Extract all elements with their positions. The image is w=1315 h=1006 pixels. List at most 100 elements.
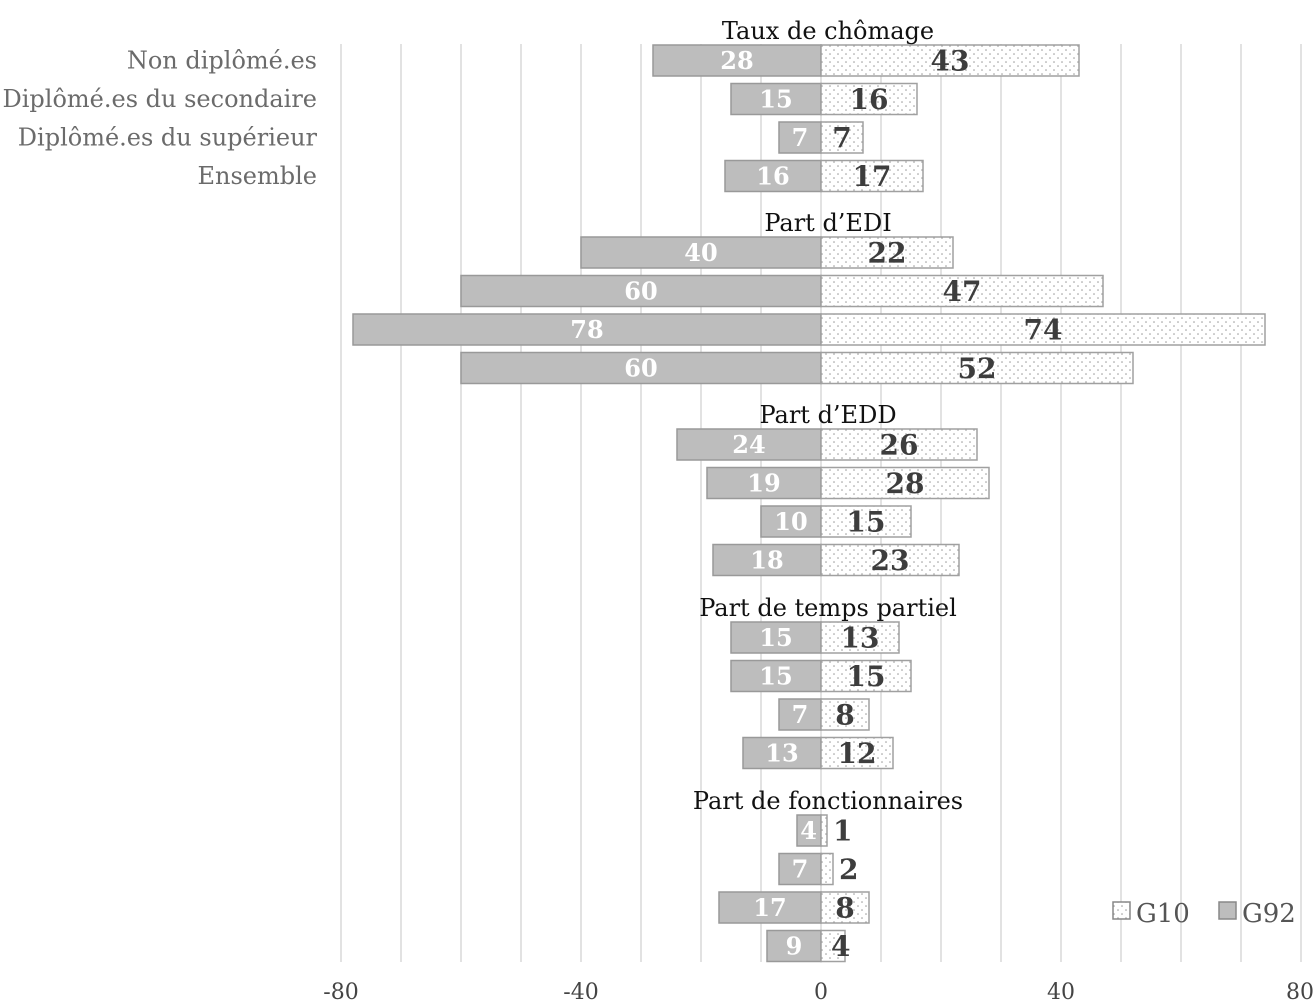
data-label-g10: 17 [853,160,892,193]
data-label-g92: 16 [756,162,789,191]
bar-g92 [706,466,822,500]
data-label-g10: 8 [835,892,854,925]
category-labels: Non diplômé.es Diplômé.es du secondaire Di… [3,47,318,191]
bar-g10 [820,505,912,538]
bar-g10 [820,159,924,193]
gridlines [340,44,1302,962]
group-title: Part d’EDD [759,401,896,429]
category-label: Diplômé.es du secondaire [3,85,317,113]
bar-g92 [718,891,822,924]
data-label-g92: 18 [750,546,783,575]
bar-g10 [820,351,1134,385]
data-label-g10: 47 [943,275,982,308]
x-tick-label: 40 [1047,980,1075,1005]
bar-g10 [820,698,870,731]
data-label-g10: 23 [871,544,910,577]
data-label-g92: 7 [792,123,809,152]
data-label-g92: 7 [792,700,809,729]
data-label-g92: 9 [786,932,803,961]
data-label-g10: 13 [841,622,880,655]
group-title: Part de temps partiel [699,594,957,622]
group-title: Part d’EDI [764,209,891,237]
bar-g10 [820,852,834,886]
data-label-g92: 7 [792,855,809,884]
data-label-g10: 15 [847,660,886,693]
data-label-g10: 15 [847,506,886,539]
data-label-g92: 40 [684,238,717,267]
legend-swatch-g92 [1218,901,1237,920]
legend-label-g92: G92 [1242,899,1296,929]
bar-g92 [730,82,822,116]
data-label-g92: 78 [570,315,603,344]
data-label-g92: 17 [753,893,786,922]
data-label-g10: 28 [886,467,925,500]
bar-g10 [820,814,828,847]
bar-g92 [796,814,822,847]
bar-g92 [766,929,822,963]
bar-g10 [820,929,846,963]
data-label-g92: 15 [759,85,792,114]
data-label-g92: 4 [800,816,817,845]
bar-g10 [820,313,1266,346]
legend-label-g10: G10 [1136,899,1190,929]
data-label-g92: 13 [765,739,798,768]
data-label-g10: 26 [880,429,919,462]
data-label-g92: 24 [732,430,765,459]
bar-g10 [820,274,1104,308]
data-label-g10: 8 [835,699,854,732]
bars [352,44,1266,963]
bar-g92 [730,659,822,693]
bar-g92 [760,505,822,538]
category-label: Non diplômé.es [127,47,317,75]
data-label-g10: 1 [833,815,852,848]
data-label-g10: 74 [1024,314,1063,347]
data-label-g92: 15 [759,623,792,652]
x-tick-label: 80 [1286,980,1314,1005]
data-label-g10: 52 [958,352,997,385]
bar-g10 [820,428,978,461]
bar-g10 [820,466,990,500]
legend-swatch-g10 [1112,901,1131,920]
bar-g92 [460,274,822,308]
bar-g10 [820,659,912,693]
category-label: Ensemble [198,162,318,190]
data-label-g92: 28 [720,46,753,75]
bar-g10 [820,44,1080,77]
data-label-g10: 43 [931,45,970,78]
bar-g10 [820,891,870,924]
x-tick-label: 0 [814,980,828,1005]
x-axis-ticks: -80 -40 0 40 80 [323,980,1314,1005]
data-label-g10: 12 [838,737,877,770]
data-label-g10: 2 [839,853,858,886]
data-label-g10: 22 [868,237,907,270]
data-label-g92: 15 [759,662,792,691]
bar-g92 [460,351,822,385]
bar-g10 [820,236,954,269]
bar-g10 [820,543,960,577]
category-label: Diplômé.es du supérieur [18,124,318,152]
group-titles: Taux de chômage Part d’EDI Part d’EDD Part … [693,17,963,815]
bar-g92 [712,543,822,577]
bar-g10 [820,121,864,154]
data-label-g92: 19 [747,469,780,498]
group-title: Part de fonctionnaires [693,787,963,815]
x-tick-label: -40 [563,980,598,1005]
group-title: Taux de chômage [722,17,934,45]
bar-g92 [730,621,822,654]
data-label-g92: 60 [624,354,657,383]
x-tick-label: -80 [323,980,358,1005]
bar-g10 [820,621,900,654]
data-label-g92: 10 [774,507,807,536]
bar-g92 [724,159,822,193]
data-label-g10: 4 [831,930,850,963]
bar-g92 [652,44,822,77]
legend: G10 G92 [1112,899,1296,929]
data-label-g92: 60 [624,277,657,306]
bar-g10 [820,82,918,116]
bar-g10 [820,736,894,770]
data-label-g10: 16 [850,83,889,116]
data-label-g10: 7 [832,122,851,155]
bar-g92 [580,236,822,269]
